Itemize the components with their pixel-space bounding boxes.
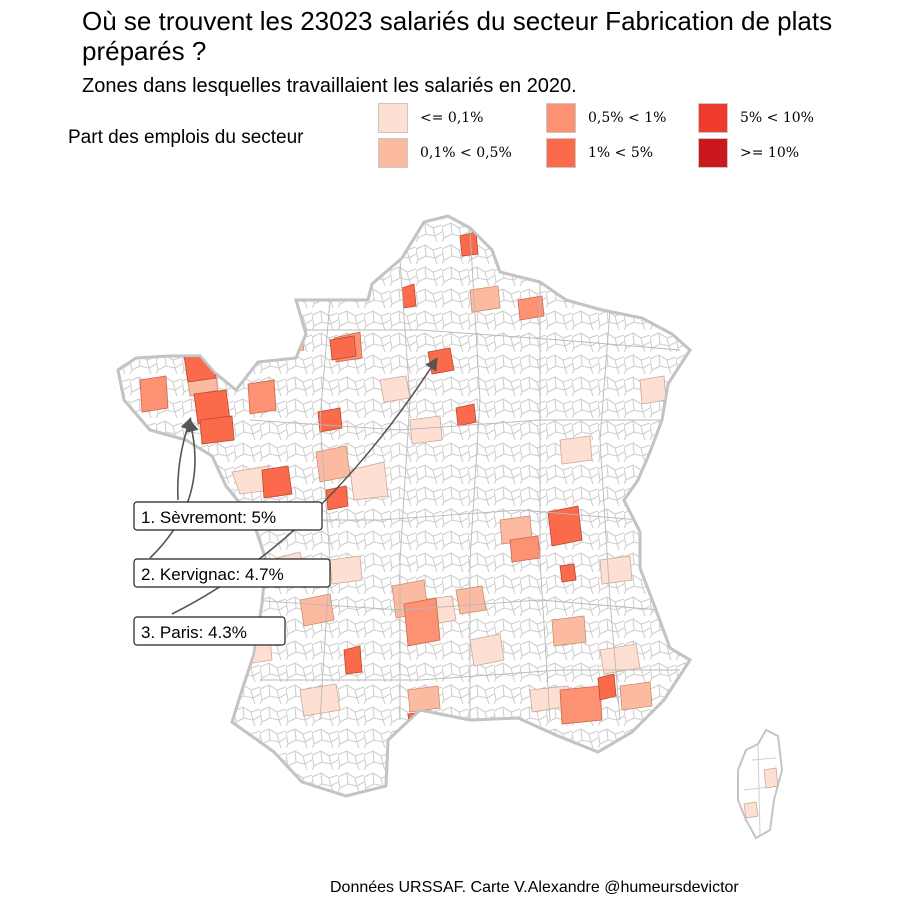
callout-1: 1. Sèvremont: 5% xyxy=(133,501,323,531)
zone-boundaries xyxy=(240,229,681,721)
legend-label: 0,1% < 0,5% xyxy=(420,145,512,161)
legend-swatch xyxy=(698,138,728,168)
legend-item: 0,1% < 0,5% xyxy=(378,138,512,168)
map-title: Où se trouvent les 23023 salariés du sec… xyxy=(82,6,833,66)
legend-item: 1% < 5% xyxy=(546,138,653,168)
legend-item: 5% < 10% xyxy=(698,103,814,133)
legend: <= 0,1% 0,1% < 0,5% 0,5% < 1% 1% < 5% 5%… xyxy=(378,103,848,173)
legend-swatch xyxy=(378,103,408,133)
legend-swatch xyxy=(546,103,576,133)
legend-item: >= 10% xyxy=(698,138,799,168)
callout-2: 2. Kervignac: 4.7% xyxy=(133,558,331,588)
legend-swatch xyxy=(378,138,408,168)
legend-title: Part des emplois du secteur xyxy=(68,127,304,148)
legend-item: <= 0,1% xyxy=(378,103,483,133)
corsica xyxy=(737,728,784,840)
legend-item: 0,5% < 1% xyxy=(546,103,666,133)
arrow-2 xyxy=(149,418,199,559)
legend-swatch xyxy=(546,138,576,168)
legend-label: 5% < 10% xyxy=(740,110,814,126)
map-subtitle: Zones dans lesquelles travaillaient les … xyxy=(82,75,577,97)
callout-3: 3. Paris: 4.3% xyxy=(133,616,286,646)
legend-label: >= 10% xyxy=(740,145,800,161)
legend-label: 0,5% < 1% xyxy=(588,110,667,126)
legend-swatch xyxy=(698,103,728,133)
callout-label: 1. Sèvremont: 5% xyxy=(141,508,276,527)
callout-label: 3. Paris: 4.3% xyxy=(141,623,247,642)
callout-label: 2. Kervignac: 4.7% xyxy=(141,565,284,584)
legend-label: <= 0,1% xyxy=(420,110,484,126)
source-caption: Données URSSAF. Carte V.Alexandre @humeu… xyxy=(330,879,739,896)
legend-label: 1% < 5% xyxy=(588,145,654,161)
